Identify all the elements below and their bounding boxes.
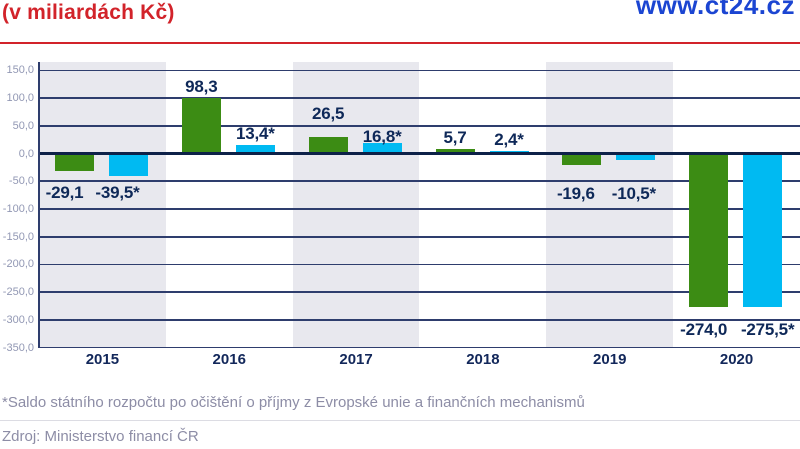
y-tick-label: -150,0 xyxy=(2,230,34,243)
y-tick-label: 150,0 xyxy=(6,64,34,77)
value-label-2019-blue: -10,5* xyxy=(611,184,656,204)
bar-2017-blue xyxy=(362,142,402,153)
y-tick-label: -250,0 xyxy=(2,286,34,299)
bar-2020-green xyxy=(689,154,729,307)
header-rule xyxy=(0,42,800,44)
bar-2020-blue xyxy=(743,154,783,308)
value-label-2018-blue: 2,4* xyxy=(494,130,524,150)
value-label-2018-green: 5,7 xyxy=(443,128,467,148)
y-tick-label: -350,0 xyxy=(2,341,34,354)
y-tick-label: 50,0 xyxy=(12,119,34,132)
bar-2018-green xyxy=(435,149,475,153)
chart-footnote: *Saldo státního rozpočtu po očištění o p… xyxy=(2,394,585,411)
page-title: (v miliardách Kč) xyxy=(2,1,175,24)
y-tick-label: -50,0 xyxy=(8,175,34,188)
bar-2016-blue xyxy=(235,144,275,153)
x-axis-label-2020: 2020 xyxy=(719,351,754,368)
chart-band-2019 xyxy=(546,62,674,348)
bar-2015-green xyxy=(55,154,94,171)
site-url: www.ct24.cz xyxy=(635,0,795,20)
gridline--250,0 xyxy=(39,291,800,293)
gridline-0,0 xyxy=(39,152,800,155)
y-tick-label: -300,0 xyxy=(2,313,34,326)
x-axis-label-2016: 2016 xyxy=(212,351,246,368)
source-label: Zdroj: Ministerstvo financí ČR xyxy=(2,428,199,445)
gridline--100,0 xyxy=(39,208,800,210)
bar-2015-blue xyxy=(109,154,148,177)
value-label-2017-blue: 16,8* xyxy=(362,127,402,147)
gridline-50,0 xyxy=(39,124,800,127)
gridline--300,0 xyxy=(39,319,800,321)
gridline--350,0 xyxy=(39,346,800,349)
value-label-2017-green: 26,5 xyxy=(312,103,345,123)
y-tick-label: 0,0 xyxy=(18,147,34,160)
value-label-2020-blue: -275,5* xyxy=(740,320,795,340)
value-label-2020-green: -274,0 xyxy=(680,320,728,340)
value-label-2016-green: 98,3 xyxy=(185,76,218,96)
gridline--50,0 xyxy=(39,180,800,183)
x-axis-label-2015: 2015 xyxy=(85,351,120,368)
x-axis-label-2018: 2018 xyxy=(466,351,500,368)
chart-band-2017 xyxy=(292,62,420,348)
bar-2018-blue xyxy=(489,150,529,153)
bar-2019-green xyxy=(562,154,602,166)
y-tick-label: 100,0 xyxy=(6,92,34,105)
y-tick-label: -100,0 xyxy=(2,203,34,215)
chart-band-2018 xyxy=(419,62,547,348)
chart-band-2015 xyxy=(39,62,166,348)
value-label-2016-blue: 13,4* xyxy=(235,124,275,144)
gridline--200,0 xyxy=(39,263,800,266)
value-label-2015-green: -29,1 xyxy=(45,183,84,203)
gridline-150,0 xyxy=(39,69,800,72)
value-label-2015-blue: -39,5* xyxy=(95,183,140,203)
bar-2016-green xyxy=(181,97,221,153)
gridline-100,0 xyxy=(39,97,800,99)
bar-2019-blue xyxy=(616,154,656,161)
x-axis-label-2019: 2019 xyxy=(593,351,627,368)
y-axis-line xyxy=(38,62,40,348)
gridline--150,0 xyxy=(39,235,800,238)
x-axis-label-2017: 2017 xyxy=(339,351,373,368)
bar-2017-green xyxy=(308,137,348,153)
y-tick-label: -200,0 xyxy=(2,258,34,271)
value-label-2019-green: -19,6 xyxy=(556,184,595,204)
footer-rule xyxy=(0,420,800,421)
